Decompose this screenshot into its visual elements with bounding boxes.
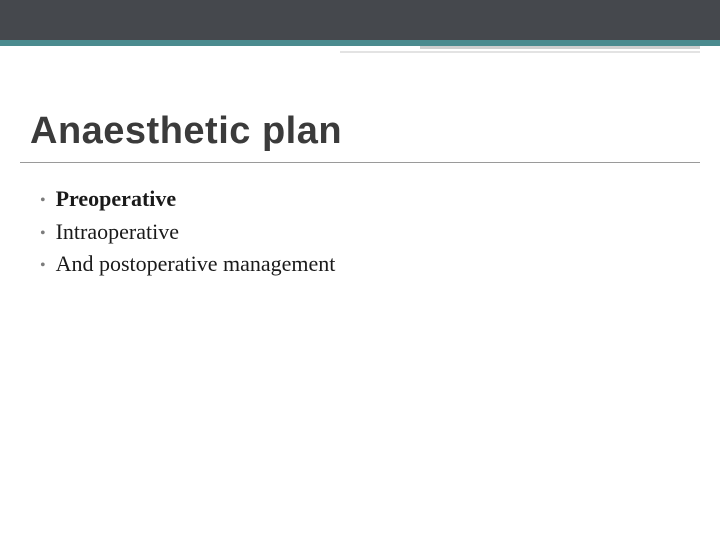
bullet-text: And postoperative management [56, 250, 336, 279]
bullet-icon: • [40, 256, 46, 277]
grey-underline-long [340, 51, 700, 53]
bullet-text: Preoperative [56, 185, 177, 214]
top-band-decor [0, 0, 720, 40]
list-item: • Preoperative [40, 185, 680, 214]
bullet-icon: • [40, 224, 46, 245]
slide-title: Anaesthetic plan [30, 110, 342, 153]
grey-underline-short [420, 46, 700, 49]
list-item: • Intraoperative [40, 218, 680, 247]
title-rule [20, 162, 700, 163]
list-item: • And postoperative management [40, 250, 680, 279]
slide: Anaesthetic plan • Preoperative • Intrao… [0, 0, 720, 540]
bullet-list: • Preoperative • Intraoperative • And po… [40, 185, 680, 283]
bullet-text: Intraoperative [56, 218, 179, 247]
bullet-icon: • [40, 191, 46, 212]
